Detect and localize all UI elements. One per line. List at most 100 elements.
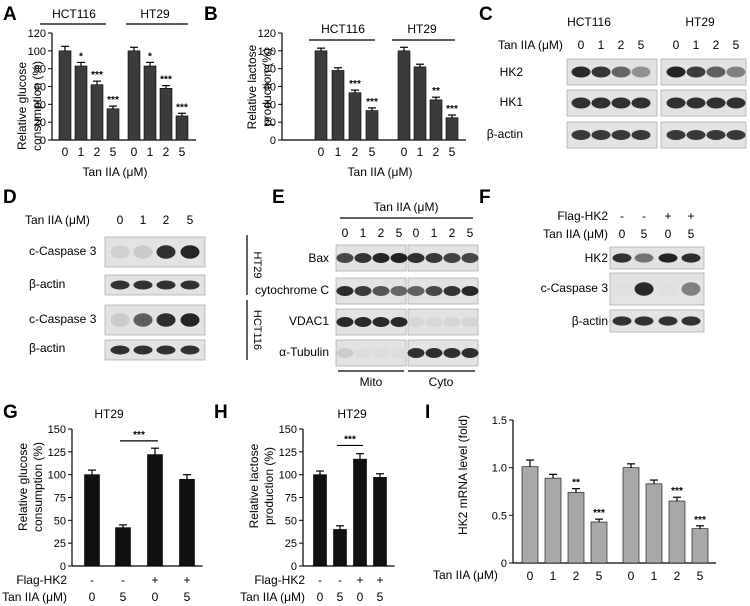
row-label-c-actin: β-actin (487, 127, 523, 141)
panel-label-b: B (204, 4, 218, 25)
blot-d (104, 236, 206, 361)
bar-h (353, 458, 367, 567)
band-e (336, 348, 354, 358)
band-e (390, 286, 408, 296)
y-tick-label-h: 125 (279, 447, 297, 459)
x-tick-label-b: 1 (417, 145, 424, 159)
panel-label-a: A (3, 4, 17, 25)
y-tick-label-a: 80 (34, 64, 46, 76)
x-tick-label-a: 5 (179, 145, 186, 159)
band-d (133, 280, 153, 290)
panel-f: F Flag-HK2 Tan IIA (μM) - 0 - 5 +0 +5 HK2 c-C… (479, 187, 705, 333)
row-label-d-ccasp3-ht29: c-Caspase 3 (29, 244, 97, 258)
band-e (372, 317, 390, 327)
dose-label-e: 0 (342, 226, 349, 240)
band-e (354, 317, 372, 327)
y-tick-label-b: 20 (264, 117, 276, 129)
panel-label-d: D (3, 187, 17, 208)
flag-value-g: + (151, 573, 158, 587)
ylabel-b-line2: production (%) (260, 48, 274, 126)
band-e (443, 348, 461, 358)
cell-line-c-hct116: HCT116 (567, 15, 611, 29)
flag-value-g: - (90, 573, 94, 587)
bracket-label-g: *** (133, 430, 145, 441)
band-e (354, 348, 372, 358)
doses-d: 0 1 2 5 (117, 213, 194, 227)
band-c-actin (726, 130, 746, 140)
flag-value-g: + (183, 573, 190, 587)
band-d (180, 345, 200, 355)
panel-label-i: I (425, 402, 430, 423)
band-e (443, 317, 461, 327)
band-e (336, 286, 354, 296)
band-e (372, 253, 390, 263)
band-c-hk2 (686, 66, 706, 78)
band-c-hk1 (571, 97, 591, 109)
dose-label-e: 5 (396, 226, 403, 240)
significance-b: *** (366, 97, 378, 108)
doses-f: - 0 - 5 +0 +5 (619, 209, 695, 241)
band-e (461, 317, 479, 327)
x-tick-label-b: 0 (401, 145, 408, 159)
y-tick-label-g: 75 (54, 493, 66, 505)
x-tick-label-a: 0 (62, 145, 69, 159)
bar-b (413, 66, 427, 141)
band-e (461, 286, 479, 296)
band-d (156, 280, 176, 290)
band-e (461, 253, 479, 263)
x-tick-label-a: 0 (131, 145, 138, 159)
x-tick-label-i: 2 (674, 569, 681, 583)
band-e (425, 317, 443, 327)
band-c-hk2 (591, 66, 611, 78)
x-tick-label-i: 1 (550, 569, 557, 583)
dose-label-e: 5 (467, 226, 474, 240)
flag-value-g: - (121, 573, 125, 587)
y-tick-label-b: 60 (264, 82, 276, 94)
dose-label-c: 2 (618, 38, 625, 52)
bar-g (84, 474, 100, 567)
significance-a: *** (176, 102, 188, 113)
bar-h (373, 477, 387, 567)
blot-strip-f (609, 309, 705, 333)
bar-g (179, 478, 195, 567)
fraction-label-e-cyto: Cyto (429, 375, 454, 389)
y-tick-label-g: 150 (48, 424, 66, 436)
significance-i: *** (671, 486, 683, 497)
ylabel-a-line2: consumption (%) (30, 61, 44, 151)
bar-g (115, 527, 131, 567)
blot-e (335, 244, 479, 367)
group-label-a-ht29: HT29 (140, 7, 170, 21)
bar-i (645, 483, 663, 564)
bar-h (313, 474, 327, 567)
tan-value-f: 5 (641, 227, 648, 241)
y-tick-label-b: 100 (258, 46, 276, 58)
bar-i (567, 492, 585, 564)
dose-label-c: 0 (673, 38, 680, 52)
flag-value-h: + (356, 573, 363, 587)
y-tick-label-h: 150 (279, 424, 297, 436)
panel-label-g: G (3, 402, 18, 423)
band-c-hk2 (571, 66, 591, 78)
chart-i: 0 0.5 1.0 1.5 0 1 ** 2 *** 5 0 1 *** 2 *** 5 (492, 415, 716, 583)
tan-value-f: 0 (619, 227, 626, 241)
dose-label-c: 1 (598, 38, 605, 52)
bar-h (333, 529, 347, 567)
band-f (658, 253, 678, 263)
band-c-actin (611, 130, 631, 140)
y-tick-label-a: 120 (28, 28, 46, 40)
x-tick-label-a: 2 (94, 145, 101, 159)
treatment-label-c: Tan IIA (μM) (498, 38, 563, 52)
band-f (681, 253, 701, 263)
bar-b (429, 99, 443, 141)
tan-label-h: Tan IIA (μM) (240, 590, 305, 604)
significance-a: *** (107, 95, 119, 106)
y-tick-label-a: 60 (34, 82, 46, 94)
row-label-e-cytc: cytochrome C (255, 283, 329, 297)
tan-value-f: 0 (665, 227, 672, 241)
panel-g: G HT29 Relative glucose consumption (%) … (2, 402, 203, 604)
dose-label-e: 1 (360, 226, 367, 240)
band-d (180, 245, 200, 259)
band-d (110, 345, 130, 355)
significance-i: ** (572, 478, 580, 489)
